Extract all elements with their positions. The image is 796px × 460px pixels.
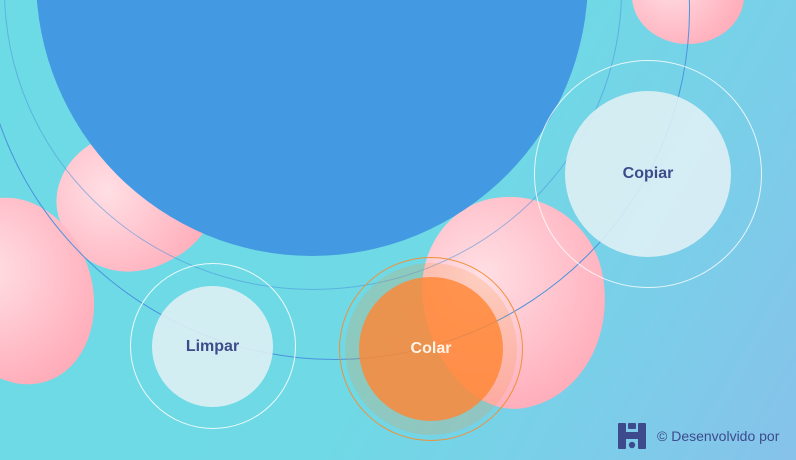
paste-button-ring xyxy=(339,257,523,441)
clear-button-ring xyxy=(130,263,296,429)
clear-button[interactable]: Limpar xyxy=(152,286,273,407)
copy-button-ring xyxy=(534,60,762,288)
copy-button[interactable]: Copiar xyxy=(565,91,731,257)
footer-credit-text: © Desenvolvido por xyxy=(657,428,780,444)
paste-button[interactable]: Colar xyxy=(359,277,503,421)
footer: © Desenvolvido por xyxy=(617,421,779,451)
brand-logo-icon[interactable] xyxy=(617,421,647,451)
